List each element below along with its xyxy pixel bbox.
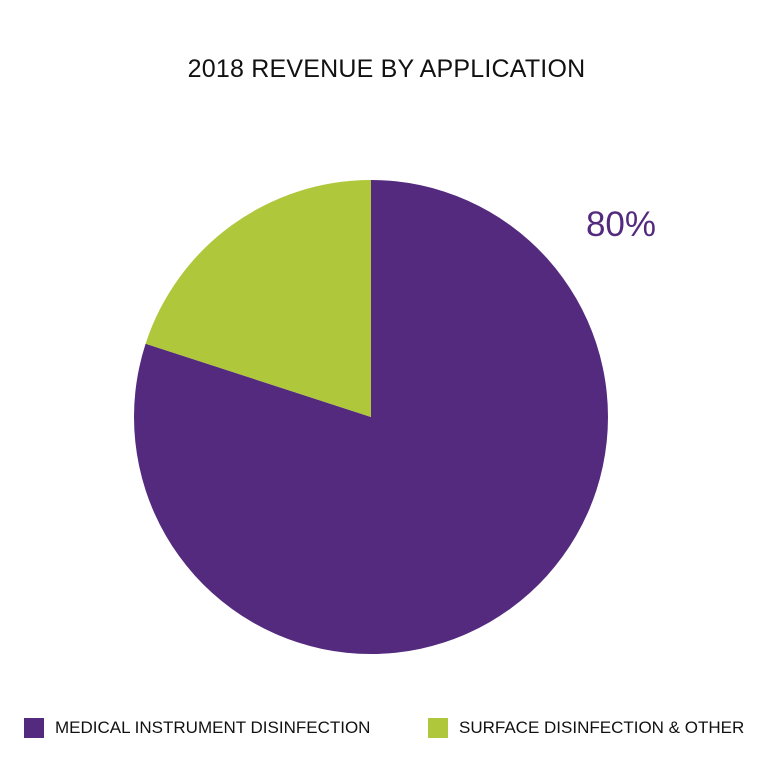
chart-title: 2018 REVENUE BY APPLICATION: [187, 55, 586, 83]
slice-label-0: 80%: [586, 205, 656, 244]
legend-item-surface: SURFACE DISINFECTION & OTHER: [428, 718, 744, 738]
pie-chart: 80%: [134, 180, 656, 654]
legend: MEDICAL INSTRUMENT DISINFECTION SURFACE …: [0, 718, 773, 752]
legend-item-medical-instrument: MEDICAL INSTRUMENT DISINFECTION: [24, 718, 370, 738]
legend-label-medical-instrument: MEDICAL INSTRUMENT DISINFECTION: [55, 718, 371, 737]
legend-swatch-surface: [428, 718, 448, 738]
legend-label-surface: SURFACE DISINFECTION & OTHER: [459, 718, 745, 737]
pie-slice-1: [145, 180, 371, 417]
legend-swatch-medical-instrument: [24, 718, 44, 738]
